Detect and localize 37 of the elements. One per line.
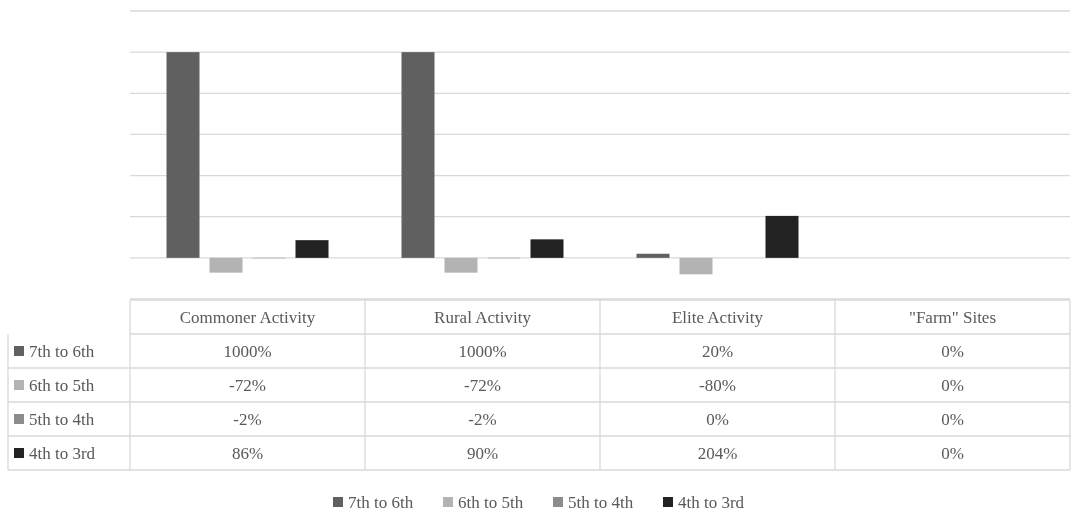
data-label: 0%: [941, 443, 964, 463]
text: 7th to 6th: [348, 492, 414, 512]
bar: [166, 52, 200, 258]
text: 6th to 5th: [458, 492, 524, 512]
text: 5th to 4th: [568, 492, 634, 512]
data-label: 0%: [941, 409, 964, 429]
bar: [209, 257, 243, 273]
bar: [295, 240, 329, 258]
data-label: 20%: [701, 341, 734, 361]
data-label: -80%: [699, 375, 736, 395]
x-tick-label: Elite Activity: [671, 307, 764, 327]
bar: [444, 257, 478, 273]
x-tick-label: Rural Activity: [434, 307, 532, 327]
data-label: 1000%: [223, 341, 272, 361]
legend-label: 7th to 6th: [29, 341, 95, 361]
x-tick-label: "Farm" Sites: [908, 307, 997, 327]
bar: [401, 52, 435, 258]
bar: [679, 257, 713, 275]
data-label: 204%: [697, 443, 738, 463]
data-label: 0%: [941, 375, 964, 395]
legend-label: 5th to 4th: [29, 409, 95, 429]
data-label: -2%: [468, 409, 497, 429]
bar: [530, 239, 564, 258]
data-label: -2%: [233, 409, 262, 429]
legend-label: 6th to 5th: [29, 375, 95, 395]
bar: [636, 253, 670, 258]
data-label: -72%: [229, 375, 266, 395]
data-label: 86%: [231, 443, 264, 463]
x-tick-label: Commoner Activity: [179, 307, 316, 327]
legend-label: 4th to 3rd: [678, 492, 745, 512]
data-label: 0%: [706, 409, 729, 429]
data-label: 0%: [941, 341, 964, 361]
data-label: -72%: [464, 375, 501, 395]
bar: [765, 215, 799, 258]
text: 4th to 3rd: [29, 443, 96, 463]
data-label: 90%: [466, 443, 499, 463]
data-label: 1000%: [458, 341, 507, 361]
